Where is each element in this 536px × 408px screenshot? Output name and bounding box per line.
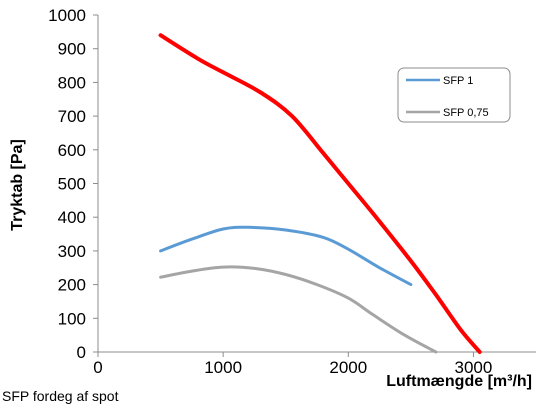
x-tick-label: 3000 (455, 358, 493, 377)
y-tick-label: 800 (58, 73, 86, 92)
y-tick-label: 400 (58, 208, 86, 227)
legend-label-sfp-1: SFP 1 (443, 75, 473, 87)
axes (97, 15, 536, 353)
y-tick-label: 700 (58, 107, 86, 126)
x-tick-label: 1000 (204, 358, 242, 377)
legend-label-sfp-075: SFP 0,75 (443, 107, 489, 119)
series-line-red (158, 33, 482, 354)
y-tick-label: 200 (58, 276, 86, 295)
x-tick-label: 2000 (329, 358, 367, 377)
legend: SFP 1 SFP 0,75 (397, 67, 511, 123)
y-tick-label: 500 (58, 175, 86, 194)
y-tick-label: 900 (58, 40, 86, 59)
series-layer (158, 33, 482, 354)
y-tick-label: 0 (77, 343, 86, 362)
y-tick-label: 300 (58, 242, 86, 261)
series-line-sfp-075 (159, 265, 438, 354)
y-axis-label: Tryktab [Pa] (9, 139, 26, 231)
series-line-sfp-1 (159, 225, 413, 287)
caption: SFP fordeg af spot (2, 388, 119, 404)
x-tick-label: 0 (93, 358, 102, 377)
legend-box (397, 67, 511, 123)
y-tick-labels: 0 100 200 300 400 500 600 700 800 900 1000 (48, 6, 98, 362)
y-tick-label: 600 (58, 141, 86, 160)
y-tick-label: 100 (58, 309, 86, 328)
x-axis-label: Luftmængde [m³/h] (386, 373, 532, 390)
y-tick-label: 1000 (48, 6, 86, 25)
x-tick-labels: 0 1000 2000 3000 (93, 352, 492, 377)
